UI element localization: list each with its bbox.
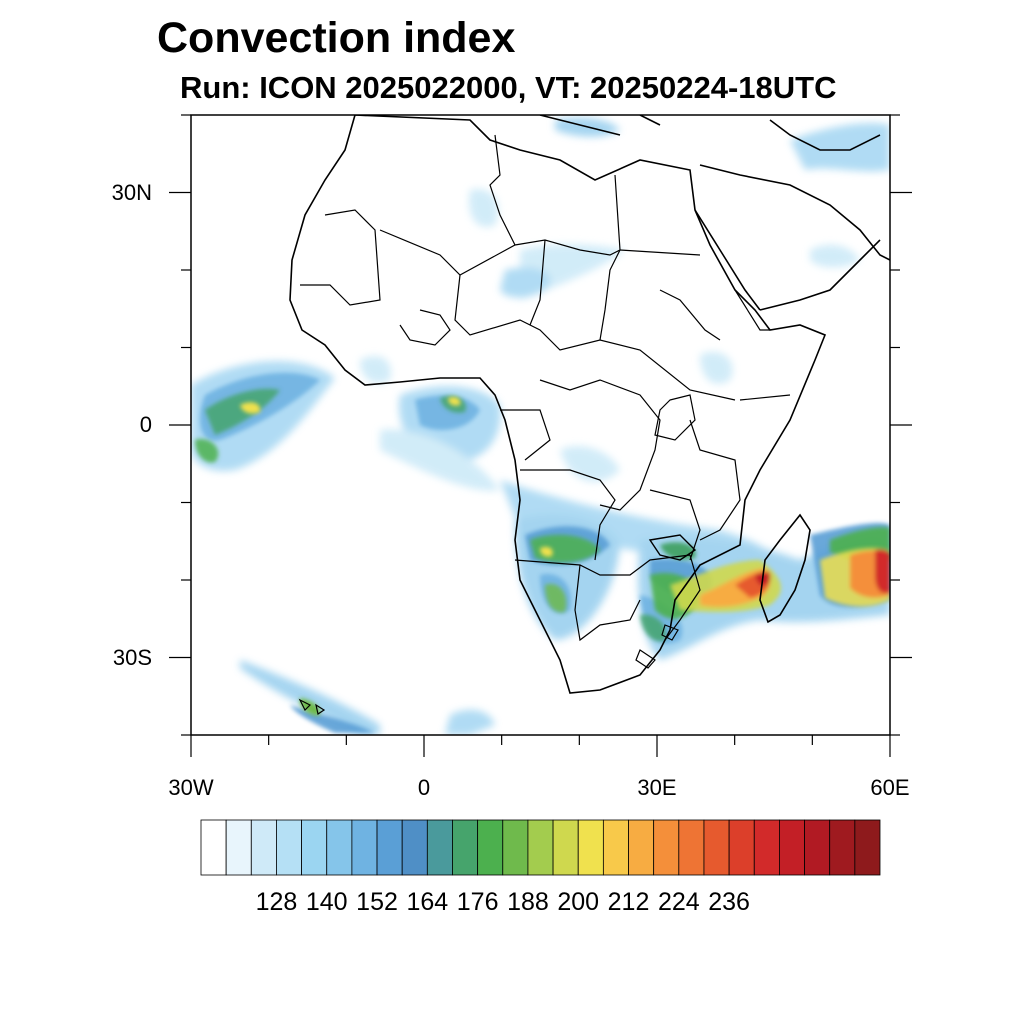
colorbar-swatch xyxy=(376,819,403,876)
convection-field xyxy=(191,117,890,735)
colorbar-swatch xyxy=(502,819,529,876)
colorbar-swatch xyxy=(527,819,554,876)
colorbar-label: 140 xyxy=(305,888,348,916)
colorbar-swatch xyxy=(351,819,378,876)
colorbar-label: 224 xyxy=(657,888,700,916)
colorbar-swatch xyxy=(452,819,479,876)
colorbar-swatch xyxy=(829,819,856,876)
colorbar-label: 176 xyxy=(456,888,499,916)
colorbar-swatch xyxy=(753,819,780,876)
axis-ticks xyxy=(169,114,912,757)
colorbar-label: 152 xyxy=(356,888,398,916)
colorbar-label: 212 xyxy=(607,888,650,916)
colorbar-swatch xyxy=(577,819,604,876)
colorbar-swatch xyxy=(426,819,453,876)
colorbar-swatch xyxy=(552,819,579,876)
lat-label: 30S xyxy=(112,644,152,670)
colorbar-swatch xyxy=(653,819,680,876)
colorbar-swatch xyxy=(301,819,328,876)
map-title: Convection index xyxy=(157,14,516,62)
colorbar-swatch xyxy=(602,819,629,876)
colorbar-swatch xyxy=(779,819,805,876)
colorbar-swatch xyxy=(854,819,881,876)
colorbar-swatch xyxy=(200,819,227,876)
map-subtitle: Run: ICON 2025022000, VT: 20250224-18UTC xyxy=(180,70,837,105)
colorbar-label: 128 xyxy=(255,888,298,916)
lat-label: 30N xyxy=(111,179,152,205)
lon-label: 0 xyxy=(417,775,431,800)
colorbar-swatch xyxy=(326,819,353,876)
colorbar-swatch xyxy=(728,819,755,876)
lon-label: 30W xyxy=(168,775,214,800)
colorbar xyxy=(200,819,881,876)
colorbar-label: 200 xyxy=(557,888,600,916)
lon-label: 30E xyxy=(637,775,677,800)
colorbar-label: 188 xyxy=(507,888,549,916)
colorbar-swatch xyxy=(678,819,705,876)
lon-label: 60E xyxy=(870,775,910,800)
colorbar-swatch xyxy=(477,819,504,876)
colorbar-swatch xyxy=(250,819,277,876)
colorbar-label: 236 xyxy=(708,888,750,916)
colorbar-swatch xyxy=(225,819,252,876)
colorbar-swatch xyxy=(401,819,428,876)
lat-label: 0 xyxy=(139,412,152,437)
colorbar-swatch xyxy=(628,819,655,876)
colorbar-swatch xyxy=(703,819,730,876)
colorbar-label: 164 xyxy=(406,888,449,916)
colorbar-swatch xyxy=(276,819,302,876)
colorbar-swatch xyxy=(804,819,831,876)
coastlines xyxy=(289,115,890,715)
